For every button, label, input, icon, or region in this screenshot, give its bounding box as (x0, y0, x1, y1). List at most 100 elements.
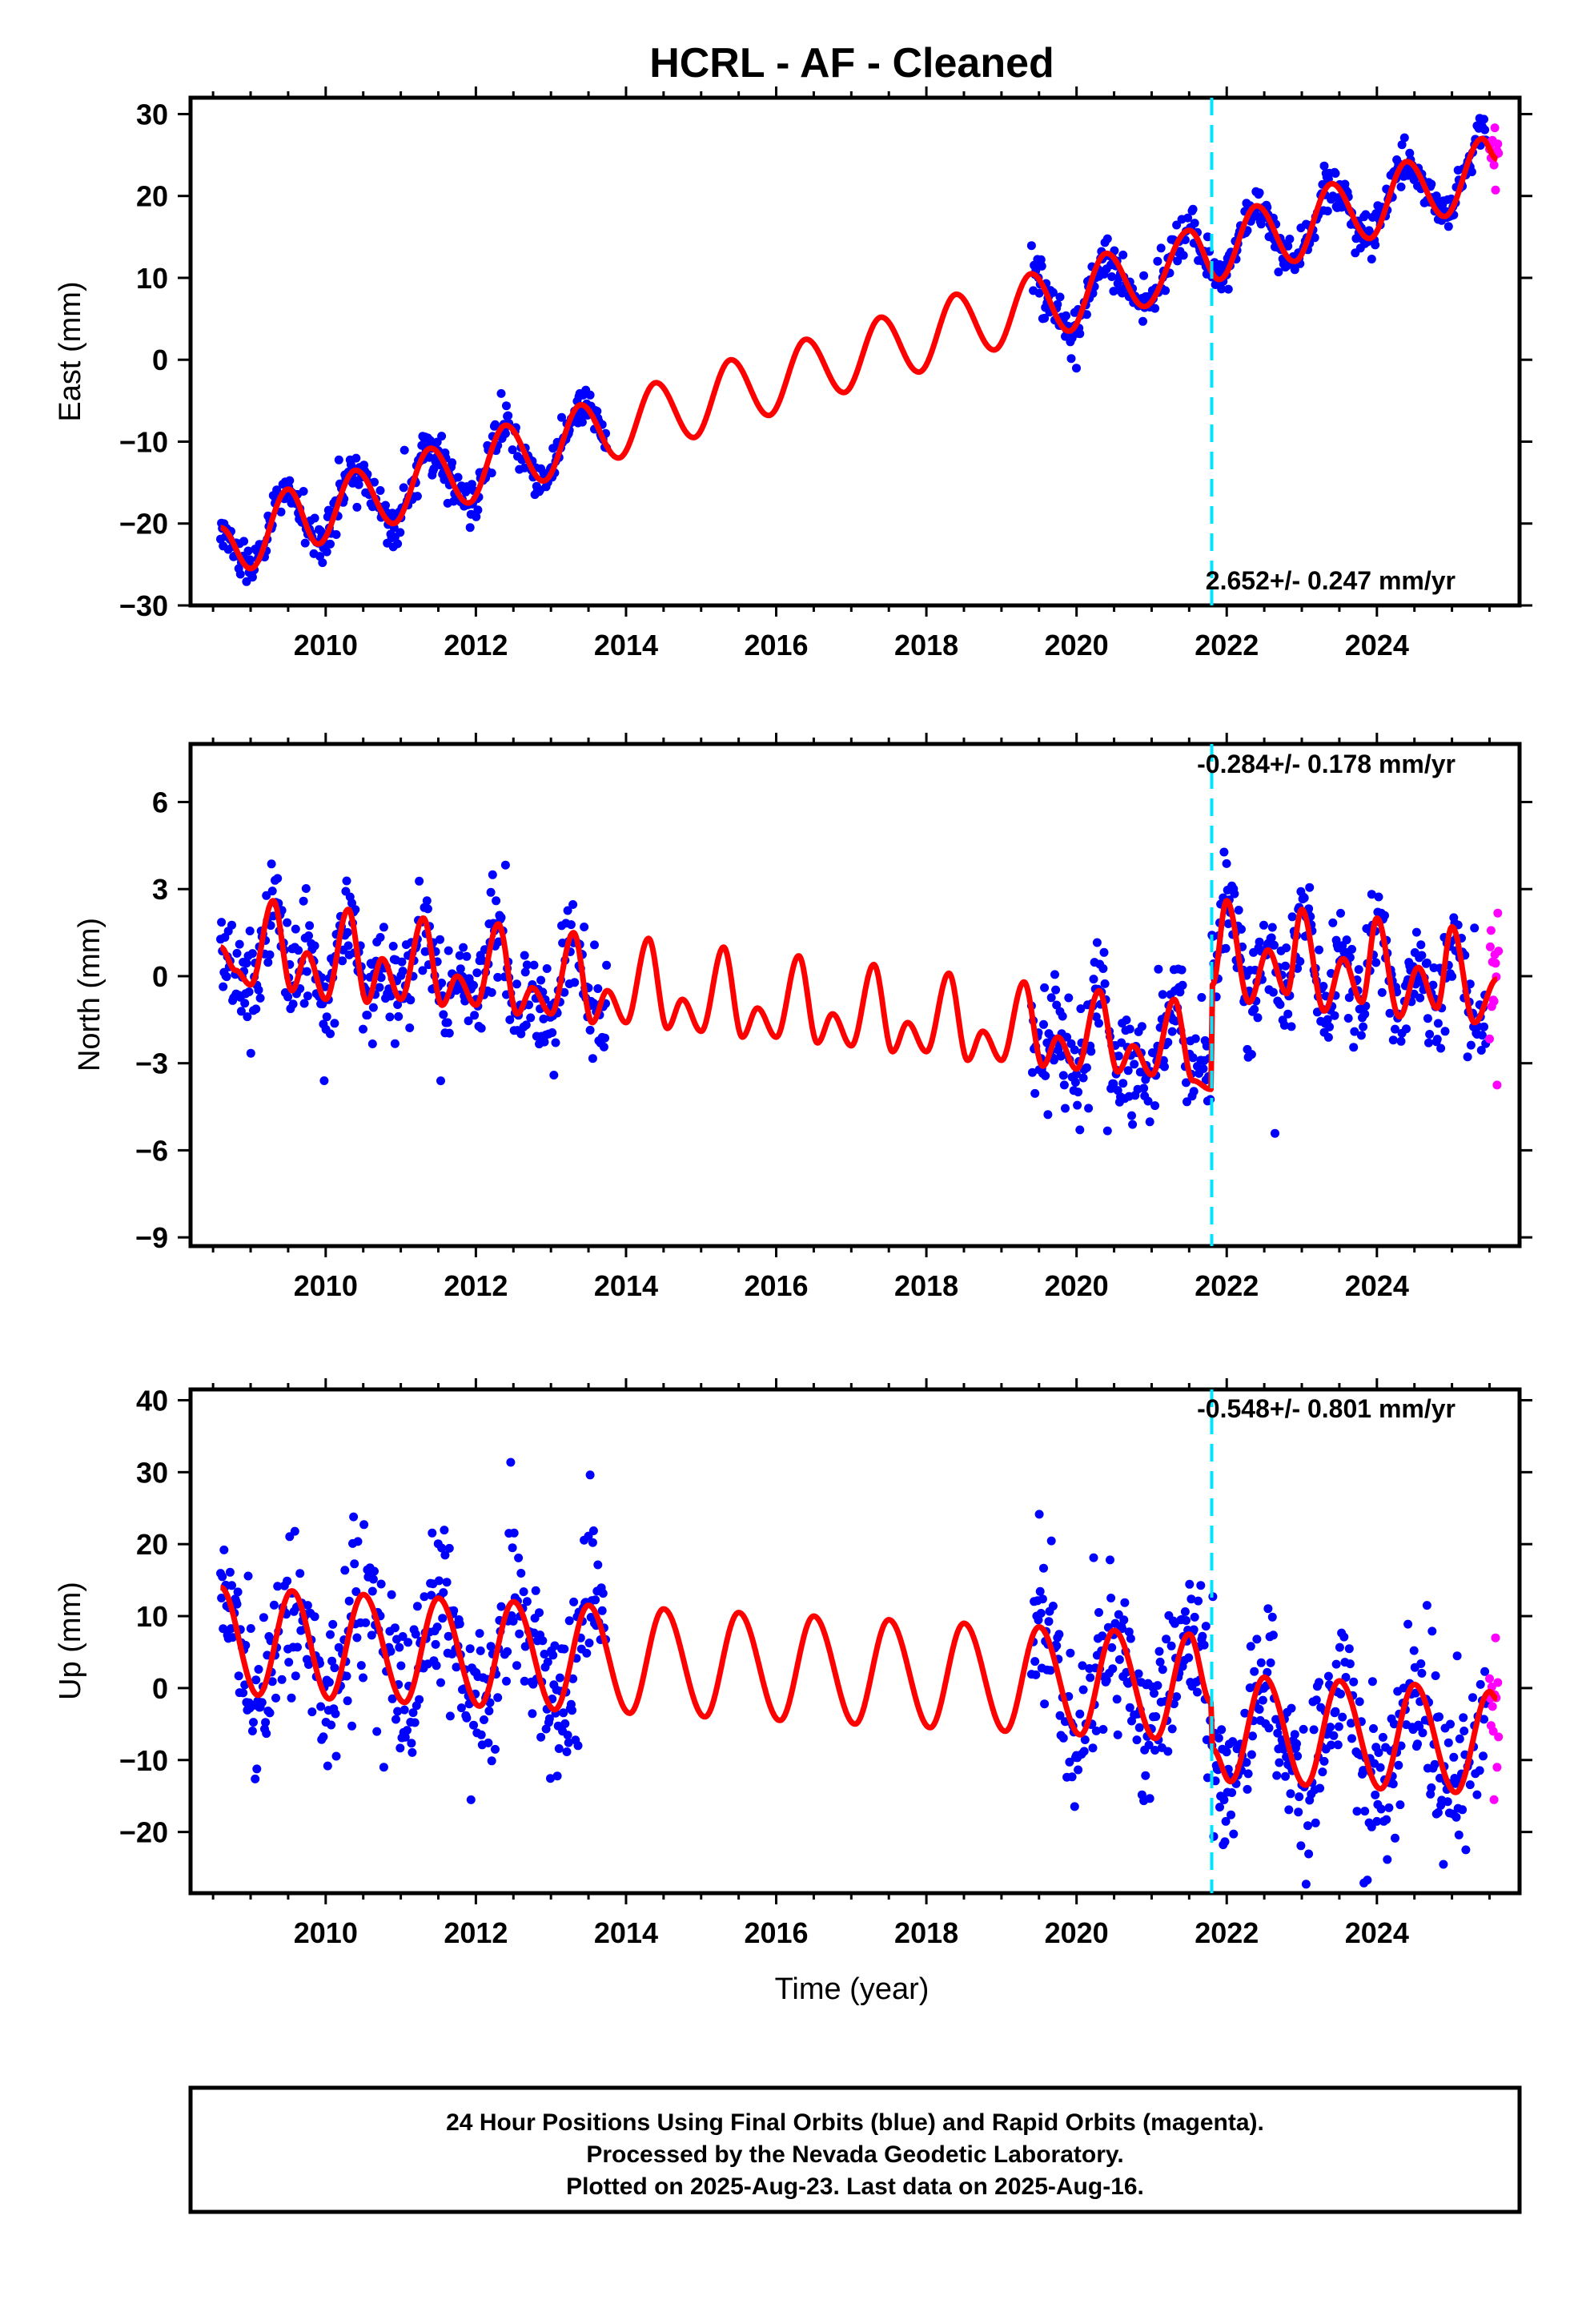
up-final-point (295, 1569, 305, 1578)
up-final-point (1078, 1661, 1087, 1671)
north-x-tick-label: 2022 (1195, 1269, 1259, 1302)
up-final-point (403, 1726, 412, 1735)
north-final-point (1436, 1043, 1446, 1053)
up-final-point (1427, 1783, 1436, 1792)
up-final-point (1039, 1563, 1048, 1573)
east-final-point (370, 477, 379, 487)
north-final-point (505, 1015, 515, 1024)
east-final-point (1178, 251, 1188, 260)
east-ylabel: East (mm) (54, 281, 87, 421)
up-final-point (1338, 1712, 1347, 1722)
up-final-point (593, 1560, 603, 1570)
north-final-point (436, 935, 444, 944)
up-final-point (387, 1694, 397, 1703)
north-final-point (217, 918, 227, 927)
up-final-point (1189, 1625, 1199, 1634)
up-final-point (469, 1720, 478, 1730)
up-final-point (584, 1638, 594, 1648)
up-final-point (407, 1739, 416, 1748)
north-final-point (536, 975, 546, 985)
up-final-point (1158, 1665, 1167, 1675)
north-final-point (1422, 958, 1431, 967)
up-final-point (1150, 1689, 1158, 1698)
up-final-point (1058, 1733, 1068, 1743)
up-final-point (1435, 1712, 1443, 1722)
up-final-point (1088, 1743, 1098, 1753)
up-final-point (327, 1720, 336, 1730)
north-final-point (512, 979, 521, 989)
up-final-point (428, 1528, 437, 1538)
up-final-point (1113, 1730, 1122, 1739)
up-final-point (323, 1761, 332, 1771)
east-rapid-point (1494, 148, 1504, 158)
east-final-point (504, 411, 513, 420)
east-final-point (247, 573, 257, 582)
north-final-point (1175, 987, 1185, 997)
up-final-point (1034, 1615, 1043, 1625)
up-final-point (1046, 1536, 1056, 1546)
up-final-point (597, 1606, 607, 1615)
north-final-point (1283, 1009, 1293, 1019)
up-final-point (246, 1624, 255, 1633)
north-final-point (1182, 1097, 1191, 1107)
north-final-point (1402, 1024, 1411, 1034)
up-final-point (1120, 1598, 1130, 1607)
up-final-point (1078, 1685, 1088, 1695)
east-final-point (473, 505, 483, 515)
up-final-point (1144, 1740, 1154, 1750)
up-final-point (1344, 1644, 1354, 1654)
east-final-point (1203, 232, 1212, 242)
east-final-point (235, 569, 245, 579)
north-final-point (1167, 1027, 1177, 1036)
north-final-point (236, 1007, 246, 1016)
north-final-point (283, 918, 292, 927)
east-final-point (577, 417, 587, 427)
up-final-point (1243, 1769, 1253, 1779)
up-final-point (1433, 1807, 1443, 1817)
north-final-point (1253, 1013, 1263, 1023)
north-final-point (520, 967, 530, 977)
up-final-point (485, 1698, 495, 1707)
up-final-point (349, 1512, 359, 1522)
up-final-point (484, 1738, 493, 1747)
up-final-point (1376, 1804, 1386, 1814)
up-final-point (1052, 1641, 1062, 1651)
up-final-point (1108, 1664, 1118, 1674)
north-final-point (291, 924, 300, 934)
north-final-point (343, 927, 352, 937)
north-final-point (1163, 1038, 1173, 1047)
north-final-point (1359, 1022, 1368, 1031)
up-final-point (344, 1596, 354, 1606)
north-final-point (397, 957, 407, 967)
up-final-point (1449, 1752, 1459, 1762)
up-final-point (512, 1661, 521, 1671)
east-final-point (396, 528, 405, 537)
up-final-point (588, 1526, 598, 1535)
footer-line-2: Processed by the Nevada Geodetic Laborat… (586, 2141, 1123, 2168)
east-rapid-point (1493, 139, 1503, 149)
up-final-point (1334, 1722, 1343, 1731)
up-final-point (1266, 1658, 1275, 1667)
east-final-point (352, 502, 362, 512)
east-final-point (239, 537, 249, 546)
north-final-point (422, 896, 432, 906)
up-final-point (1439, 1860, 1448, 1869)
north-final-point (1143, 1096, 1153, 1106)
up-final-point (427, 1590, 436, 1600)
up-final-point (1279, 1744, 1288, 1754)
up-final-point (1112, 1695, 1122, 1704)
up-rapid-point (1492, 1763, 1502, 1772)
up-final-point (1217, 1725, 1227, 1735)
up-final-point (1272, 1771, 1282, 1780)
north-final-point (1039, 1019, 1048, 1029)
east-final-point (1037, 261, 1046, 271)
north-final-point (367, 1039, 377, 1048)
up-final-point (1454, 1830, 1464, 1839)
north-final-point (1030, 1088, 1040, 1098)
north-final-point (1128, 1120, 1138, 1129)
up-final-point (412, 1602, 422, 1611)
east-final-point (1150, 304, 1160, 313)
up-final-point (1475, 1766, 1484, 1775)
up-final-point (410, 1718, 420, 1727)
up-final-point (330, 1663, 339, 1673)
